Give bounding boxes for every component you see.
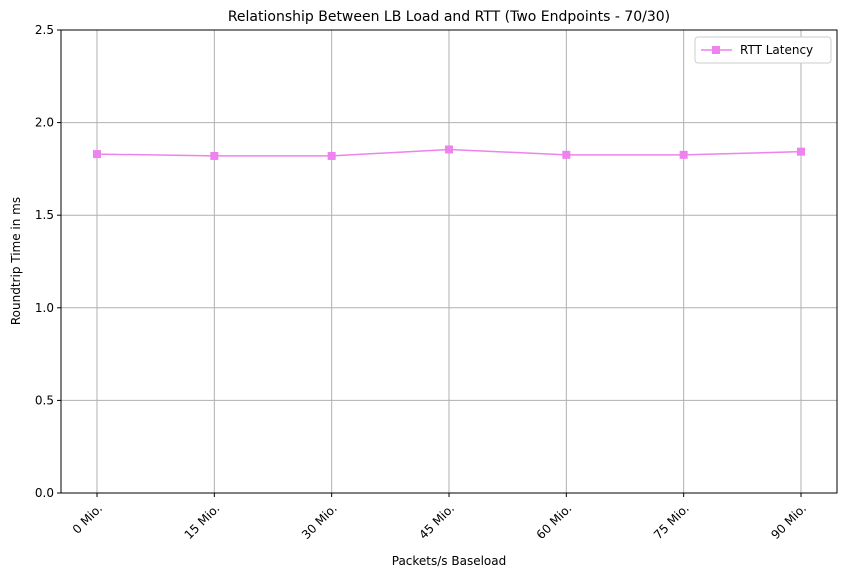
data-point: [93, 150, 101, 159]
y-tick-label: 2.0: [35, 116, 54, 130]
data-point: [797, 147, 805, 156]
legend-marker: [712, 46, 720, 54]
data-point: [445, 145, 453, 154]
data-point: [327, 151, 336, 160]
data-point: [562, 150, 571, 159]
x-axis-label: Packets/s Baseload: [392, 554, 507, 568]
legend-box: [694, 36, 832, 64]
x-axis: 0 Mio. 15 Mio. 30 Mio. 45 Mio. 60 Mio. 75 Mio…: [70, 493, 809, 542]
y-tick-label: 1.5: [35, 208, 54, 222]
y-tick-label: 1.0: [35, 301, 54, 315]
x-tick-label: 75 Mio.: [651, 501, 692, 542]
x-tick-label: 30 Mio.: [299, 501, 340, 542]
legend-label: RTT Latency: [740, 43, 813, 57]
y-axis-label: Roundtrip Time in ms: [9, 197, 23, 325]
grid: [61, 29, 837, 494]
x-tick-label: 60 Mio.: [534, 501, 575, 542]
data-point: [679, 150, 688, 159]
y-tick-label: 0.5: [35, 393, 54, 407]
series-layer: [93, 145, 805, 160]
legend: RTT Latency: [694, 36, 832, 64]
x-tick-label: 0 Mio.: [70, 501, 105, 536]
y-tick-label: 2.5: [35, 23, 54, 37]
y-tick-label: 0.0: [35, 486, 54, 500]
y-axis: 0.0 0.5 1.0 1.5 2.0 2.5: [35, 23, 61, 500]
x-tick-label: 15 Mio.: [182, 501, 223, 542]
chart-title: Relationship Between LB Load and RTT (Tw…: [228, 9, 670, 25]
x-tick-label: 45 Mio.: [416, 501, 457, 542]
x-tick-label: 90 Mio.: [768, 501, 809, 542]
data-point: [210, 151, 219, 160]
